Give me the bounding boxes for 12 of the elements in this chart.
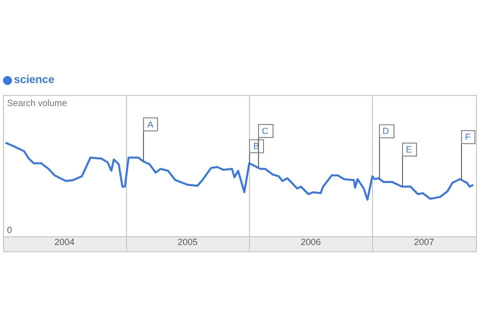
x-tick-label: 2006 bbox=[300, 237, 321, 248]
legend-label: science bbox=[14, 74, 54, 86]
annotation: 0 bbox=[7, 225, 12, 236]
annotation: E bbox=[406, 144, 412, 155]
annotation: C bbox=[262, 126, 269, 136]
x-tick-label: 2004 bbox=[54, 237, 75, 248]
annotation: F bbox=[464, 132, 471, 142]
annotation: A bbox=[147, 119, 154, 130]
x-tick-label: 2007 bbox=[414, 237, 434, 248]
y-axis-title: Search volume bbox=[7, 98, 68, 108]
annotation: D bbox=[382, 126, 390, 136]
x-tick-label: 2005 bbox=[178, 237, 198, 248]
